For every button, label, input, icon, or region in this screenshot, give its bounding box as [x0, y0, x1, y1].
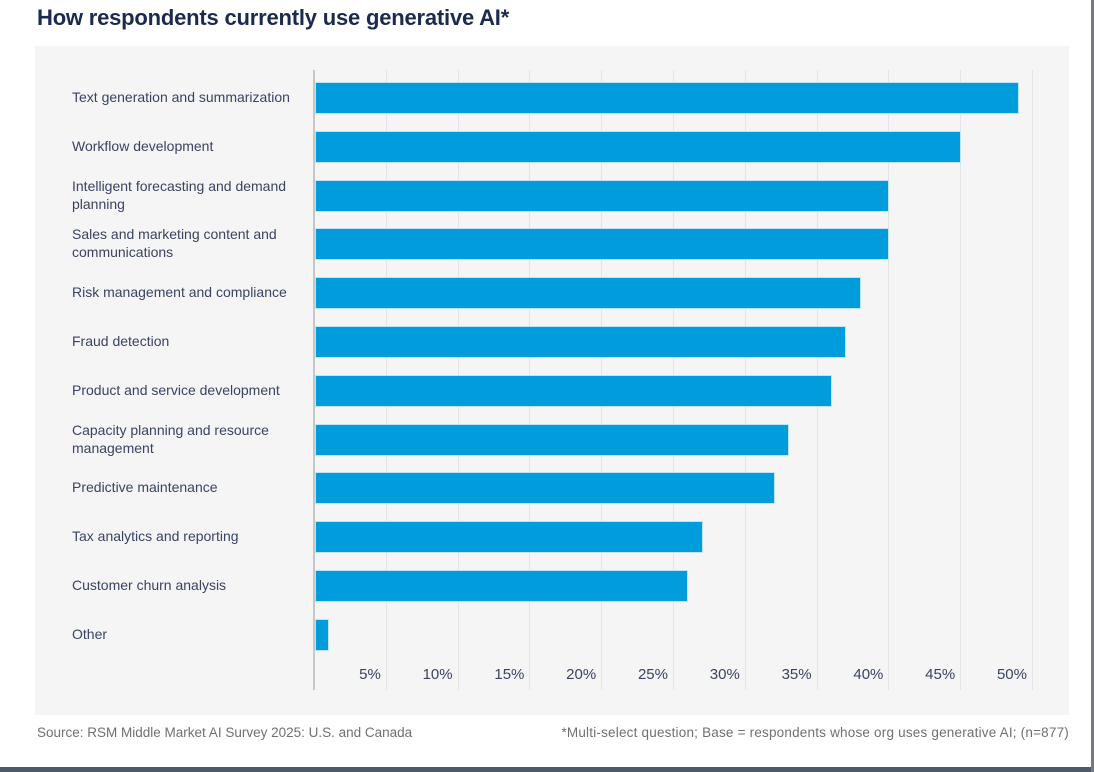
footer-source: Source: RSM Middle Market AI Survey 2025…: [37, 725, 413, 740]
page-bottom-border: [0, 767, 1094, 772]
bar: [315, 570, 689, 602]
footer-note: *Multi-select question; Base = responden…: [561, 725, 1069, 740]
bar: [315, 228, 890, 261]
category-label: Workflow development: [72, 137, 214, 154]
x-axis-tick-label: 20%: [566, 666, 597, 683]
bar: [315, 130, 962, 163]
bar: [315, 179, 890, 212]
x-axis-tick-label: 50%: [996, 666, 1027, 683]
category-label: Product and service development: [72, 381, 280, 398]
x-gridline: [960, 70, 962, 690]
category-label: Capacity planning and resource managemen…: [72, 421, 269, 456]
bar: [315, 326, 847, 358]
category-label: Tax analytics and reporting: [72, 528, 239, 545]
category-label: Predictive maintenance: [72, 479, 218, 496]
bar: [315, 82, 1019, 114]
x-gridline: [888, 70, 890, 690]
x-axis-tick-label: 25%: [637, 666, 668, 683]
bar: [315, 521, 703, 554]
x-axis-tick-label: 30%: [709, 666, 740, 683]
x-axis-tick-label: 45%: [925, 666, 956, 683]
x-axis-tick-label: 10%: [422, 666, 453, 683]
bar: [315, 618, 330, 651]
category-label: Customer churn analysis: [72, 577, 227, 594]
y-axis-line: [313, 70, 315, 690]
x-axis-tick-label: 35%: [781, 666, 812, 683]
page-title: How respondents currently use generative…: [37, 5, 510, 30]
x-gridline: [1032, 70, 1033, 690]
x-axis-tick-label: 5%: [359, 666, 381, 683]
chart-panel: 5% 10% 15% 20% 25% 30% 35% 40% 45% 50% Text genera…: [35, 46, 1069, 715]
category-label: Risk management and compliance: [72, 284, 287, 301]
x-axis-tick-label: 15%: [494, 666, 525, 683]
category-label: Other: [72, 625, 108, 642]
bar: [315, 472, 775, 505]
bar: [315, 423, 789, 456]
bar: [315, 277, 861, 310]
bar: [315, 374, 832, 407]
category-label: Fraud detection: [72, 333, 170, 350]
category-label: Text generation and summarization: [72, 89, 290, 106]
page-right-border: [1091, 0, 1094, 772]
plot-area: 5% 10% 15% 20% 25% 30% 35% 40% 45% 50% Text genera…: [35, 46, 1069, 715]
x-axis-tick-label: 40%: [853, 666, 884, 683]
category-label: Sales and marketing content and communic…: [72, 226, 277, 261]
category-label: Intelligent forecasting and demand plann…: [72, 177, 287, 212]
